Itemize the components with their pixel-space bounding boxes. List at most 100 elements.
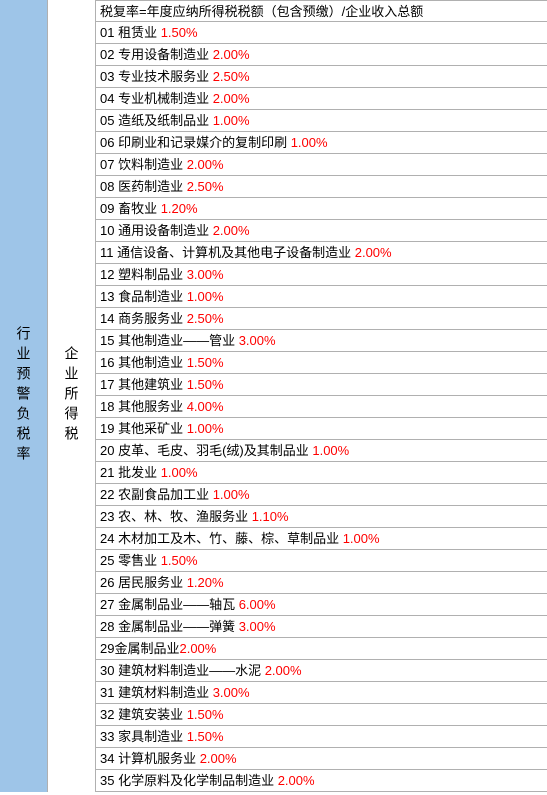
industry-name: 金属制品业——轴瓦 bbox=[118, 597, 239, 612]
industry-name: 计算机服务业 bbox=[118, 751, 200, 766]
row-number: 05 bbox=[100, 113, 118, 128]
table-row: 33 家具制造业 1.50% bbox=[96, 726, 547, 748]
industry-name: 木材加工及木、竹、藤、棕、草制品业 bbox=[118, 531, 343, 546]
industry-name: 其他服务业 bbox=[118, 399, 187, 414]
tax-rate: 1.50% bbox=[187, 729, 224, 744]
table-row: 15 其他制造业——管业 3.00% bbox=[96, 330, 547, 352]
industry-name: 农副食品加工业 bbox=[118, 487, 213, 502]
tax-rate: 1.00% bbox=[187, 421, 224, 436]
industry-name: 金属制品业——弹簧 bbox=[118, 619, 239, 634]
table-row: 05 造纸及纸制品业 1.00% bbox=[96, 110, 547, 132]
industry-name: 通信设备、计算机及其他电子设备制造业 bbox=[117, 245, 355, 260]
industry-name: 家具制造业 bbox=[118, 729, 187, 744]
industry-name: 租赁业 bbox=[118, 25, 161, 40]
tax-rate: 1.00% bbox=[161, 465, 198, 480]
table-row: 11 通信设备、计算机及其他电子设备制造业 2.00% bbox=[96, 242, 547, 264]
table-row: 31 建筑材料制造业 3.00% bbox=[96, 682, 547, 704]
tax-rate: 2.50% bbox=[187, 311, 224, 326]
row-number: 08 bbox=[100, 179, 118, 194]
row-number: 25 bbox=[100, 553, 118, 568]
table-row: 03 专业技术服务业 2.50% bbox=[96, 66, 547, 88]
data-column: 税复率=年度应纳所得税税额（包含预缴）/企业收入总额01 租赁业 1.50%02… bbox=[96, 0, 547, 792]
row-number: 18 bbox=[100, 399, 118, 414]
industry-name: 建筑安装业 bbox=[118, 707, 187, 722]
table-row: 22 农副食品加工业 1.00% bbox=[96, 484, 547, 506]
tax-rate: 2.50% bbox=[187, 179, 224, 194]
tax-rate: 1.10% bbox=[252, 509, 289, 524]
mid-header-text: 企业所得税 bbox=[62, 346, 82, 446]
industry-name: 专业机械制造业 bbox=[118, 91, 213, 106]
table-row: 26 居民服务业 1.20% bbox=[96, 572, 547, 594]
row-number: 34 bbox=[100, 751, 118, 766]
row-number: 12 bbox=[100, 267, 118, 282]
industry-name: 造纸及纸制品业 bbox=[118, 113, 213, 128]
industry-name: 批发业 bbox=[118, 465, 161, 480]
row-number: 06 bbox=[100, 135, 118, 150]
tax-rate: 1.50% bbox=[161, 25, 198, 40]
table-row: 20 皮革、毛皮、羽毛(绒)及其制品业 1.00% bbox=[96, 440, 547, 462]
industry-name: 医药制造业 bbox=[118, 179, 187, 194]
row-number: 10 bbox=[100, 223, 118, 238]
tax-rate: 3.00% bbox=[213, 685, 250, 700]
table-row: 10 通用设备制造业 2.00% bbox=[96, 220, 547, 242]
table-row: 07 饮料制造业 2.00% bbox=[96, 154, 547, 176]
mid-header-column: 企业所得税 bbox=[48, 0, 96, 792]
table-row: 13 食品制造业 1.00% bbox=[96, 286, 547, 308]
row-number: 22 bbox=[100, 487, 118, 502]
tax-rate: 1.20% bbox=[187, 575, 224, 590]
row-number: 09 bbox=[100, 201, 118, 216]
table-row: 35 化学原料及化学制品制造业 2.00% bbox=[96, 770, 547, 792]
table-row: 02 专用设备制造业 2.00% bbox=[96, 44, 547, 66]
row-number: 33 bbox=[100, 729, 118, 744]
tax-rate: 2.00% bbox=[200, 751, 237, 766]
row-number: 02 bbox=[100, 47, 118, 62]
tax-rate: 2.00% bbox=[187, 157, 224, 172]
tax-rate: 6.00% bbox=[239, 597, 276, 612]
tax-rate: 1.20% bbox=[161, 201, 198, 216]
industry-name: 专业技术服务业 bbox=[118, 69, 213, 84]
row-number: 28 bbox=[100, 619, 118, 634]
tax-rate: 2.00% bbox=[179, 641, 216, 656]
tax-rate: 1.00% bbox=[213, 113, 250, 128]
row-number: 23 bbox=[100, 509, 118, 524]
table-row: 06 印刷业和记录媒介的复制印刷 1.00% bbox=[96, 132, 547, 154]
table-row: 28 金属制品业——弹簧 3.00% bbox=[96, 616, 547, 638]
tax-rate: 1.50% bbox=[187, 355, 224, 370]
industry-name: 其他制造业——管业 bbox=[118, 333, 239, 348]
row-number: 07 bbox=[100, 157, 118, 172]
industry-name: 其他建筑业 bbox=[118, 377, 187, 392]
tax-rate: 1.50% bbox=[187, 707, 224, 722]
table-row: 25 零售业 1.50% bbox=[96, 550, 547, 572]
table-row: 23 农、林、牧、渔服务业 1.10% bbox=[96, 506, 547, 528]
table-row: 04 专业机械制造业 2.00% bbox=[96, 88, 547, 110]
row-number: 35 bbox=[100, 773, 118, 788]
tax-rate: 2.50% bbox=[213, 69, 250, 84]
table-row: 21 批发业 1.00% bbox=[96, 462, 547, 484]
table-row: 18 其他服务业 4.00% bbox=[96, 396, 547, 418]
industry-name: 其他制造业 bbox=[118, 355, 187, 370]
row-number: 03 bbox=[100, 69, 118, 84]
tax-rate: 2.00% bbox=[355, 245, 392, 260]
table-row: 30 建筑材料制造业——水泥 2.00% bbox=[96, 660, 547, 682]
industry-name: 化学原料及化学制品制造业 bbox=[118, 773, 278, 788]
table-row: 08 医药制造业 2.50% bbox=[96, 176, 547, 198]
industry-name: 皮革、毛皮、羽毛(绒)及其制品业 bbox=[118, 443, 312, 458]
tax-rate: 1.00% bbox=[213, 487, 250, 502]
tax-rate: 1.00% bbox=[343, 531, 380, 546]
industry-name: 商务服务业 bbox=[118, 311, 187, 326]
table-row: 12 塑料制品业 3.00% bbox=[96, 264, 547, 286]
tax-rate: 1.50% bbox=[187, 377, 224, 392]
row-number: 14 bbox=[100, 311, 118, 326]
row-number: 19 bbox=[100, 421, 118, 436]
row-number: 15 bbox=[100, 333, 118, 348]
left-header-column: 行业预警负税率 bbox=[0, 0, 48, 792]
row-number: 27 bbox=[100, 597, 118, 612]
industry-name: 居民服务业 bbox=[118, 575, 187, 590]
industry-name: 金属制品业 bbox=[114, 641, 179, 656]
tax-rate: 3.00% bbox=[239, 333, 276, 348]
tax-rate: 2.00% bbox=[213, 47, 250, 62]
tax-rate: 4.00% bbox=[187, 399, 224, 414]
left-header-text: 行业预警负税率 bbox=[14, 326, 34, 466]
row-number: 24 bbox=[100, 531, 118, 546]
table-row: 34 计算机服务业 2.00% bbox=[96, 748, 547, 770]
